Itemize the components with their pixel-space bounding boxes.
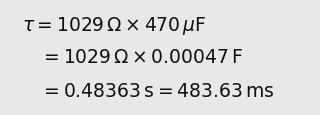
- Text: $= 1029\,\Omega \times 0.00047\,\mathrm{F}$: $= 1029\,\Omega \times 0.00047\,\mathrm{…: [40, 49, 243, 66]
- Text: $= 0.48363\,\mathrm{s} = 483.63\,\mathrm{ms}$: $= 0.48363\,\mathrm{s} = 483.63\,\mathrm…: [40, 82, 275, 100]
- Text: $\tau = 1029\,\Omega \times 470\,\mu\mathrm{F}$: $\tau = 1029\,\Omega \times 470\,\mu\mat…: [22, 15, 207, 37]
